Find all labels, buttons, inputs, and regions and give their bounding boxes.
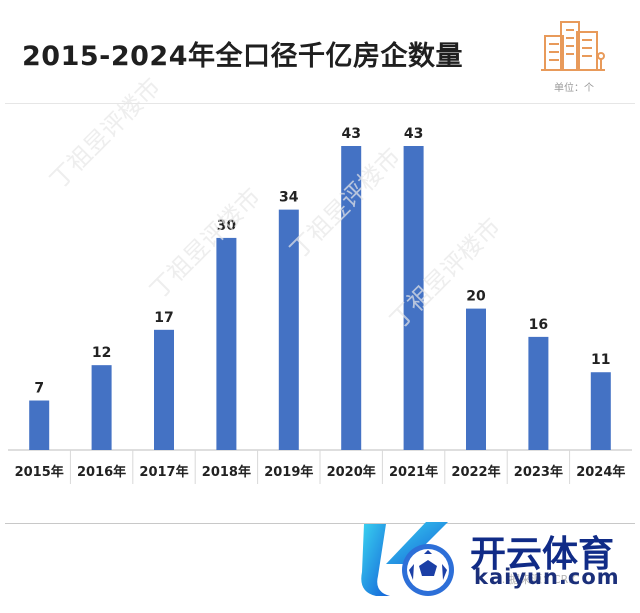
data-label: 43 bbox=[404, 126, 423, 142]
bar bbox=[216, 237, 237, 450]
brand-text: 开云体育 bbox=[470, 534, 615, 575]
x-tick-label: 2024年 bbox=[576, 464, 625, 480]
data-label: 12 bbox=[92, 345, 111, 361]
data-label: 43 bbox=[341, 126, 360, 142]
ball-logo-icon bbox=[361, 522, 454, 596]
bar bbox=[278, 209, 299, 450]
x-tick-label: 2021年 bbox=[389, 464, 438, 480]
unit-label: 单位：个 bbox=[554, 83, 594, 94]
x-tick-label: 2016年 bbox=[77, 464, 126, 480]
x-tick-label: 2015年 bbox=[15, 464, 64, 480]
data-label: 11 bbox=[591, 352, 610, 368]
x-tick-label: 2018年 bbox=[202, 464, 251, 480]
bar bbox=[528, 336, 549, 450]
data-label: 7 bbox=[34, 381, 44, 397]
chart-title: 2015-2024年全口径千亿房企数量 bbox=[22, 41, 463, 72]
bar bbox=[590, 372, 611, 450]
header-divider bbox=[5, 103, 635, 104]
bar bbox=[466, 308, 486, 450]
data-label: 34 bbox=[279, 190, 299, 206]
data-label: 20 bbox=[466, 289, 486, 305]
data-label: 30 bbox=[217, 218, 237, 234]
brand-url: kaiyun.com bbox=[474, 565, 620, 589]
bar-chart: 72015年122016年172017年302018年342019年432020… bbox=[8, 126, 632, 484]
source-note: …据来源：CRIC bbox=[498, 573, 580, 586]
x-tick-label: 2020年 bbox=[327, 464, 376, 480]
x-tick-label: 2019年 bbox=[264, 464, 313, 480]
building-icon bbox=[541, 21, 605, 71]
footer-divider bbox=[5, 523, 635, 524]
x-tick-label: 2022年 bbox=[451, 464, 500, 480]
x-tick-label: 2023年 bbox=[514, 464, 563, 480]
bar bbox=[403, 146, 424, 450]
bar bbox=[154, 329, 174, 450]
bar bbox=[91, 365, 112, 450]
data-label: 17 bbox=[154, 310, 173, 326]
bar bbox=[341, 146, 362, 450]
x-tick-label: 2017年 bbox=[139, 464, 188, 480]
bar bbox=[29, 400, 50, 450]
data-label: 16 bbox=[529, 317, 548, 333]
